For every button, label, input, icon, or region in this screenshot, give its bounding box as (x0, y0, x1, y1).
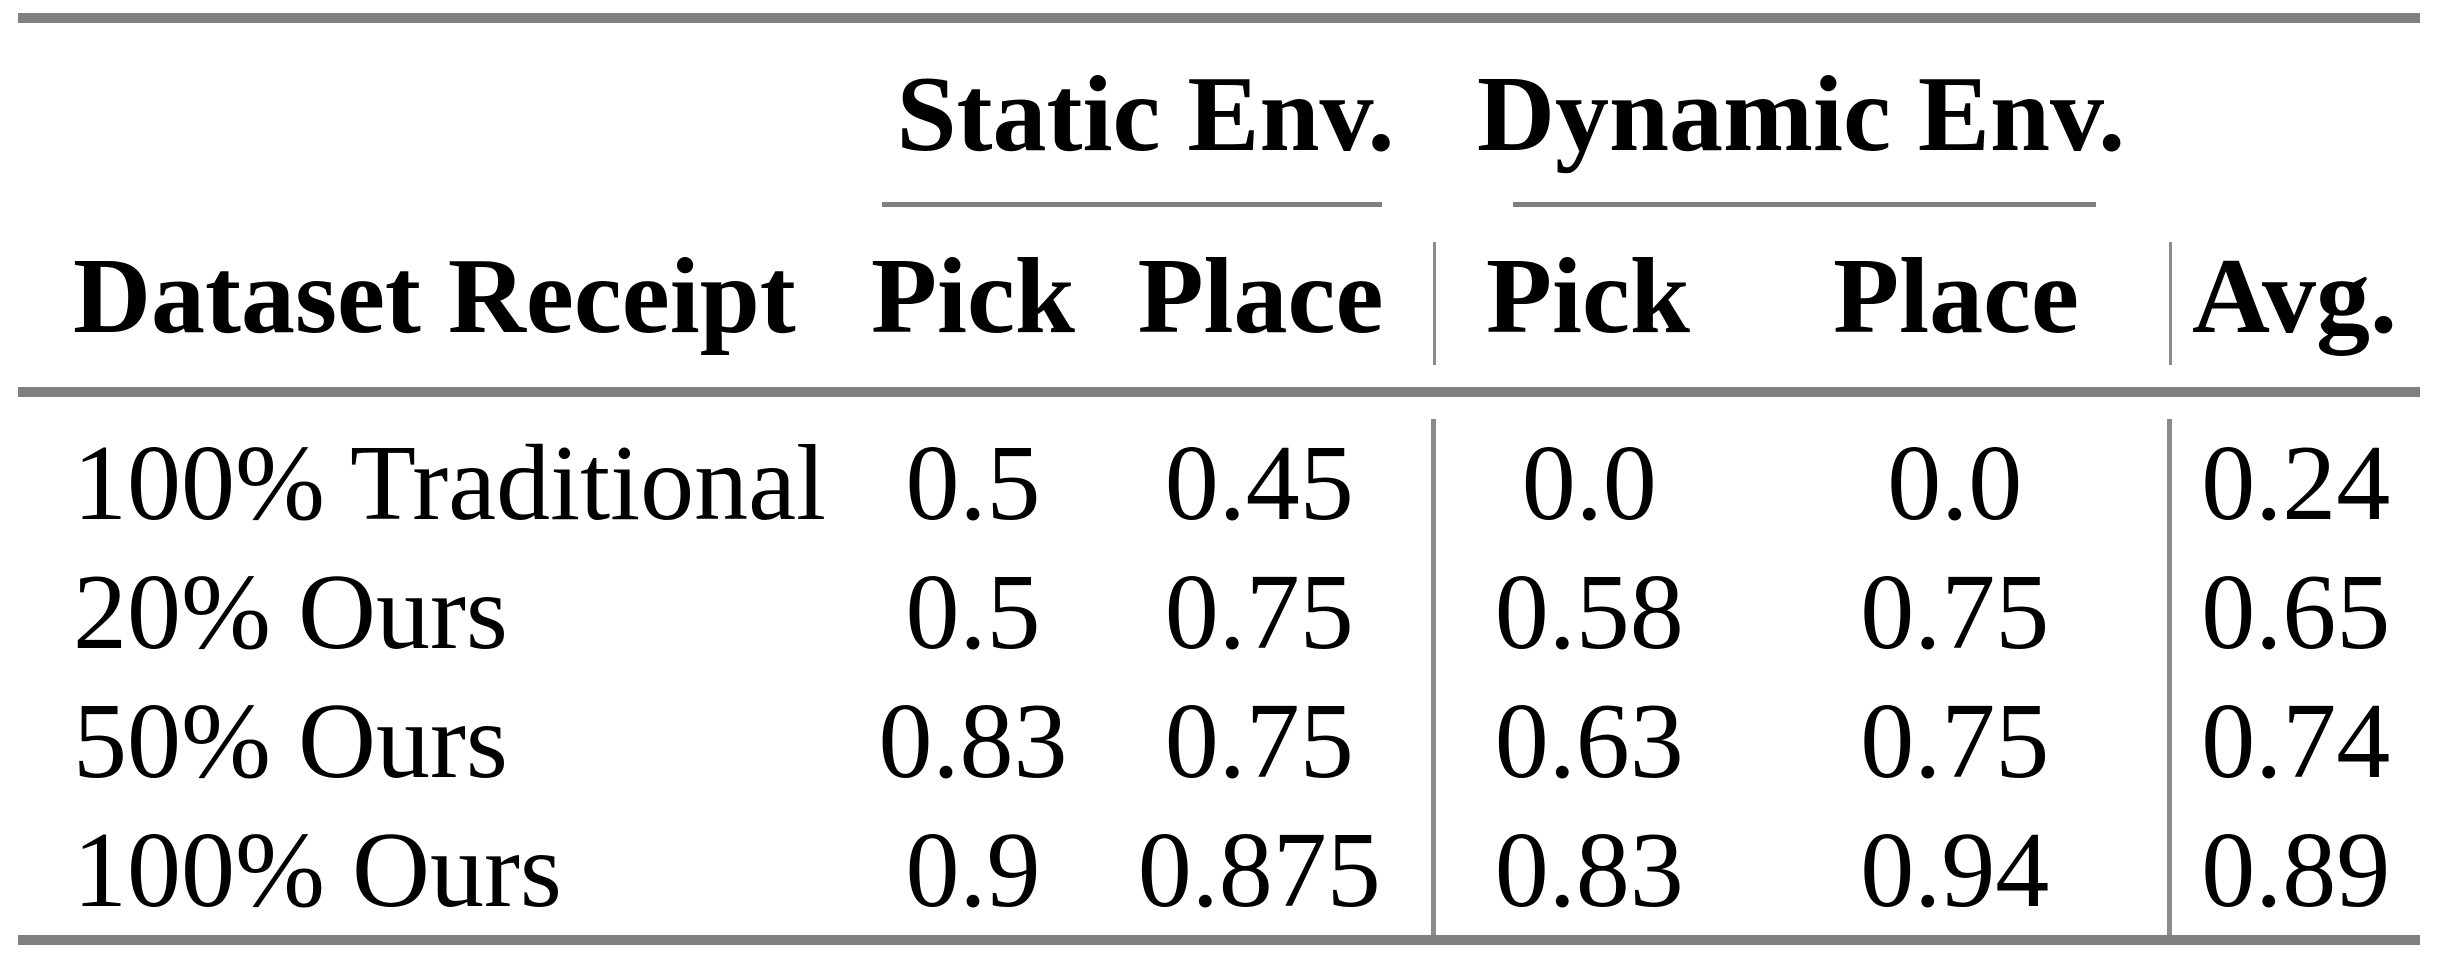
vertical-rule-segment (1433, 242, 1437, 365)
header-dynamic-pick-label: Pick (1486, 237, 1690, 356)
header-static-pick: Pick (858, 207, 1088, 397)
row-label: 100% Ours (73, 810, 562, 930)
empty-cell (18, 18, 858, 207)
header-static-place: Place (1088, 207, 1434, 397)
cell-dynamic-pick: 0.0 (1430, 419, 1744, 548)
table-row: 100% Ours 0.9 0.875 0.83 0.94 0.89 (18, 806, 2421, 940)
cell-static-place: 0.75 (1164, 552, 1354, 672)
spacer-row (18, 392, 2420, 419)
cell-static-pick: 0.5 (905, 552, 1041, 672)
cell-dynamic-pick: 0.63 (1430, 677, 1744, 806)
cell-static-place: 0.75 (1164, 681, 1354, 801)
cell-static-pick: 0.5 (905, 423, 1041, 543)
row-label: 20% Ours (73, 552, 508, 672)
cmidrule-static (882, 202, 1383, 207)
group-header-dynamic-env: Dynamic Env. (1433, 18, 2169, 207)
row-label: 100% Traditional (73, 423, 827, 543)
cell-static-place: 0.45 (1164, 423, 1354, 543)
cell-dynamic-place: 0.75 (1860, 681, 2050, 801)
empty-cell (2169, 18, 2420, 207)
cell-dynamic-place: 0.0 (1887, 423, 2023, 543)
cell-dynamic-pick: 0.83 (1430, 806, 1744, 940)
cell-static-pick: 0.83 (878, 681, 1068, 801)
results-table-wrapper: Static Env. Dynamic Env. Dataset Receipt… (18, 13, 2421, 945)
header-avg: Avg. (2169, 207, 2421, 397)
vertical-rule-segment (2169, 242, 2173, 365)
results-table: Static Env. Dynamic Env. Dataset Receipt… (18, 13, 2421, 945)
header-dynamic-pick: Pick (1433, 207, 1744, 397)
cell-dynamic-pick: 0.58 (1430, 548, 1744, 677)
table-row: 100% Traditional 0.5 0.45 0.0 0.0 0.24 (18, 419, 2421, 548)
row-label: 50% Ours (73, 681, 508, 801)
table-row: 20% Ours 0.5 0.75 0.58 0.75 0.65 (18, 548, 2421, 677)
group-header-static-env-label: Static Env. (896, 55, 1395, 174)
column-header-row: Dataset Receipt Pick Place Pick Place Av… (18, 207, 2421, 397)
header-avg-label: Avg. (2192, 237, 2398, 356)
cell-avg: 0.74 (2166, 677, 2421, 806)
cmidrule-dynamic (1513, 202, 2097, 207)
header-dynamic-place: Place (1743, 207, 2170, 397)
cell-avg: 0.89 (2166, 806, 2421, 940)
cell-static-place: 0.875 (1137, 810, 1381, 930)
table-row: 50% Ours 0.83 0.75 0.63 0.75 0.74 (18, 677, 2421, 806)
cell-dynamic-place: 0.94 (1860, 810, 2050, 930)
group-header-row: Static Env. Dynamic Env. (18, 18, 2420, 207)
header-dataset-receipt: Dataset Receipt (18, 207, 858, 397)
cell-avg: 0.24 (2166, 419, 2421, 548)
cell-avg: 0.65 (2166, 548, 2421, 677)
cell-static-pick: 0.9 (905, 810, 1041, 930)
group-header-static-env: Static Env. (858, 18, 1433, 207)
cell-dynamic-place: 0.75 (1860, 552, 2050, 672)
group-header-dynamic-env-label: Dynamic Env. (1476, 55, 2126, 174)
